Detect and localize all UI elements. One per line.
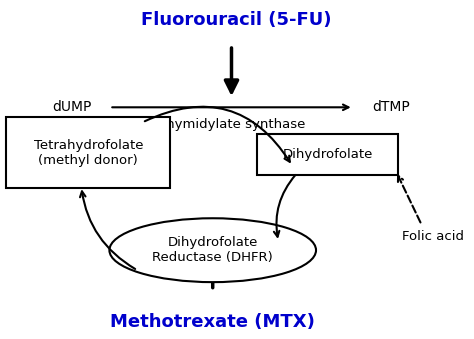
Text: Fluorouracil (5-FU): Fluorouracil (5-FU) — [141, 12, 331, 29]
Text: dUMP: dUMP — [52, 100, 91, 114]
Text: Methotrexate (MTX): Methotrexate (MTX) — [110, 313, 315, 331]
Text: Folic acid: Folic acid — [402, 230, 465, 243]
FancyBboxPatch shape — [257, 134, 398, 175]
Text: Tetrahydrofolate
(methyl donor): Tetrahydrofolate (methyl donor) — [34, 139, 143, 167]
Text: dTMP: dTMP — [372, 100, 410, 114]
FancyBboxPatch shape — [6, 117, 171, 188]
Text: Dihydrofolate
Reductase (DHFR): Dihydrofolate Reductase (DHFR) — [152, 236, 273, 264]
Text: Thymidylate synthase: Thymidylate synthase — [158, 118, 305, 131]
Ellipse shape — [109, 218, 316, 282]
Text: Dihydrofolate: Dihydrofolate — [283, 148, 373, 161]
